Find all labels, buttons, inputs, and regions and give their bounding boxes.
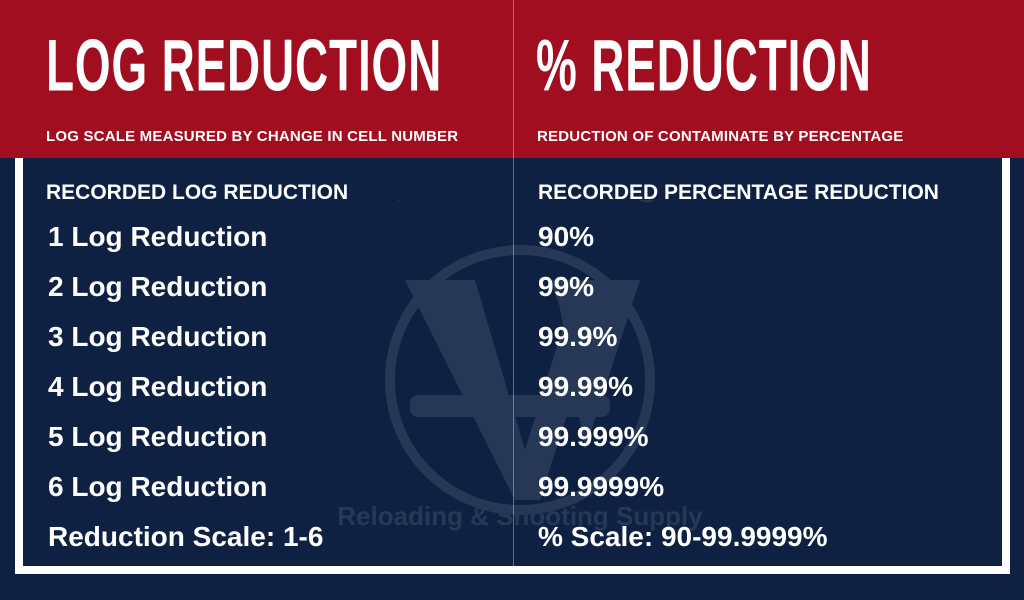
header-banner (0, 0, 1024, 158)
log-scale-row: Reduction Scale: 1-6 (48, 521, 324, 552)
log-row: 6 Log Reduction (48, 471, 268, 502)
percent-row: 90% (538, 221, 595, 252)
log-reduction-subtitle: LOG SCALE MEASURED BY CHANGE IN CELL NUM… (46, 128, 459, 145)
percent-reduction-subtitle: REDUCTION OF CONTAMINATE BY PERCENTAGE (537, 128, 904, 145)
log-row: 1 Log Reduction (48, 221, 268, 252)
log-row: 3 Log Reduction (48, 321, 268, 352)
column-divider (513, 0, 514, 572)
log-row: 5 Log Reduction (48, 421, 268, 452)
percent-scale-row: % Scale: 90-99.9999% (538, 521, 828, 552)
table-frame (15, 158, 1010, 574)
log-row: 2 Log Reduction (48, 271, 268, 302)
percent-row: 99% (538, 271, 595, 302)
percent-rows: 90% 99% 99.9% 99.99% 99.999% 99.9999% % … (538, 215, 828, 565)
log-row: 4 Log Reduction (48, 371, 268, 402)
percent-row: 99.9999% (538, 471, 665, 502)
percent-row: 99.999% (538, 421, 649, 452)
percent-row: 99.99% (538, 371, 633, 402)
percent-column-header: RECORDED PERCENTAGE REDUCTION (538, 181, 939, 204)
percent-row: 99.9% (538, 321, 618, 352)
log-reduction-title: LOG REDUCTION (46, 25, 443, 107)
log-rows: 1 Log Reduction 2 Log Reduction 3 Log Re… (48, 215, 323, 565)
log-column-header: RECORDED LOG REDUCTION (46, 181, 349, 204)
percent-reduction-title: % REDUCTION (536, 25, 872, 107)
